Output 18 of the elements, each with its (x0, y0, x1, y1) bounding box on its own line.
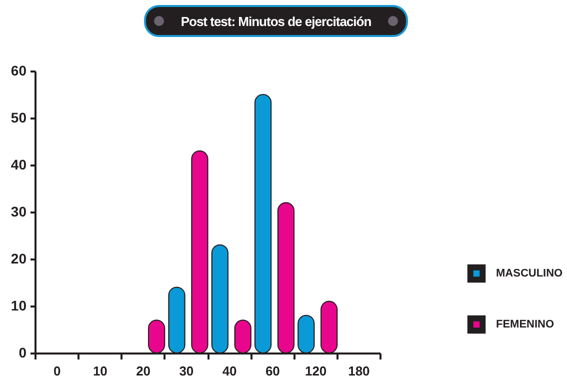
x-tick-label: 40 (222, 364, 237, 378)
x-tick-label: 60 (265, 364, 280, 378)
y-tick-label: 20 (10, 250, 27, 266)
legend-label: FEMENINO (496, 318, 554, 330)
x-tick-label: 120 (304, 364, 327, 378)
y-tick-label: 40 (10, 156, 27, 172)
y-tick-label: 30 (10, 204, 27, 220)
x-tick-label: 10 (92, 364, 108, 378)
x-tick-label: 0 (53, 364, 61, 378)
y-tick-label: 0 (18, 344, 27, 360)
x-tick-label: 180 (348, 364, 370, 378)
y-tick-label: 10 (10, 298, 27, 314)
x-tick-label: 30 (179, 364, 194, 378)
legend-label: MASCULINO (496, 268, 564, 280)
chart-title: Post test: Minutos de ejercitación (180, 14, 372, 28)
y-tick-label: 60 (10, 62, 27, 78)
x-tick-label: 20 (136, 364, 151, 378)
y-tick-label: 50 (10, 110, 27, 126)
